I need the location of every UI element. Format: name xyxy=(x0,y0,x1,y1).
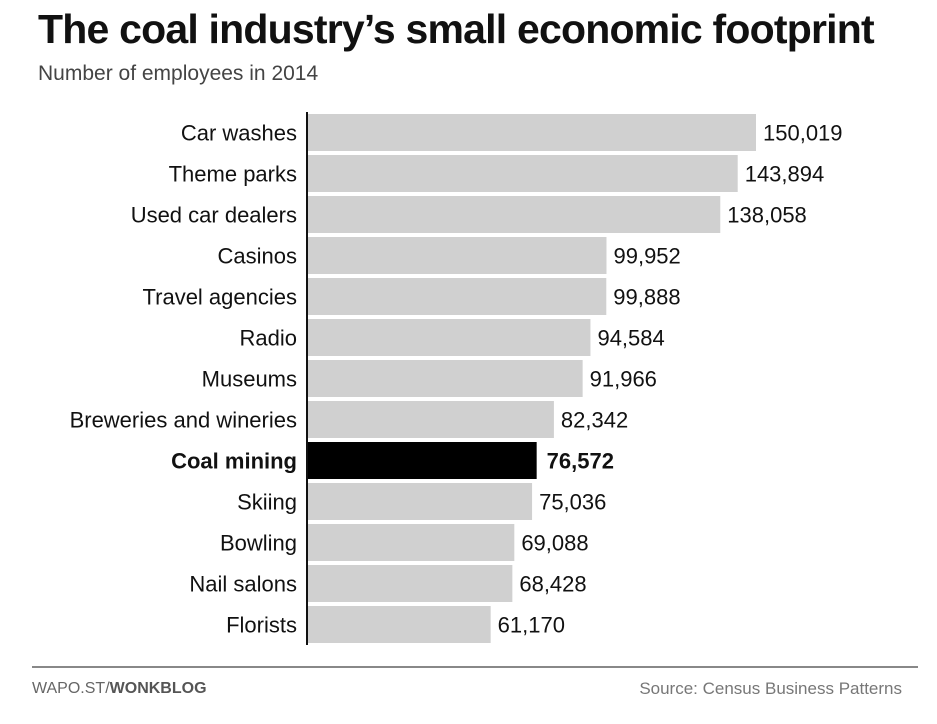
bar xyxy=(308,483,533,520)
value-label: 75,036 xyxy=(539,490,606,515)
value-label: 69,088 xyxy=(521,531,588,556)
category-label: Travel agencies xyxy=(143,285,297,310)
category-label: Florists xyxy=(226,613,297,638)
credit: WAPO.ST/WONKBLOG xyxy=(32,680,207,698)
value-label: 91,966 xyxy=(590,367,657,392)
bar xyxy=(308,360,583,397)
bar xyxy=(308,524,515,561)
value-label: 94,584 xyxy=(597,326,664,351)
value-label: 61,170 xyxy=(498,613,565,638)
category-label: Museums xyxy=(202,367,297,392)
chart-subtitle: Number of employees in 2014 xyxy=(38,62,319,85)
category-label: Theme parks xyxy=(169,162,297,187)
bar xyxy=(308,319,591,356)
category-label: Radio xyxy=(240,326,297,351)
value-label: 99,888 xyxy=(613,285,680,310)
category-label: Nail salons xyxy=(189,572,297,597)
value-label: 82,342 xyxy=(561,408,628,433)
bar xyxy=(308,237,607,274)
value-label: 68,428 xyxy=(519,572,586,597)
credit-prefix: WAPO.ST/ xyxy=(32,680,110,697)
bar xyxy=(308,401,554,438)
bar xyxy=(308,565,513,602)
value-label: 99,952 xyxy=(613,244,680,269)
category-label: Casinos xyxy=(218,244,297,269)
bar xyxy=(308,155,738,192)
credit-brand: WONKBLOG xyxy=(109,680,207,697)
source-note: Source: Census Business Patterns xyxy=(639,679,902,698)
bar xyxy=(308,442,537,479)
chart-title: The coal industry’s small economic footp… xyxy=(38,6,875,52)
value-label: 143,894 xyxy=(745,162,825,187)
bar xyxy=(308,278,607,315)
footer-divider xyxy=(32,666,918,668)
value-label: 150,019 xyxy=(763,121,843,146)
value-label: 76,572 xyxy=(547,449,614,474)
bar-chart: Car washes 150,019 Theme parks 143,894 Used … xyxy=(70,112,843,645)
category-label: Bowling xyxy=(220,531,297,556)
category-label: Car washes xyxy=(181,121,297,146)
category-label: Used car dealers xyxy=(131,203,297,228)
category-label: Skiing xyxy=(237,490,297,515)
bar xyxy=(308,114,756,151)
bar xyxy=(308,196,721,233)
category-label: Breweries and wineries xyxy=(70,408,297,433)
value-label: 138,058 xyxy=(727,203,807,228)
category-label: Coal mining xyxy=(171,449,297,474)
bar xyxy=(308,606,491,643)
